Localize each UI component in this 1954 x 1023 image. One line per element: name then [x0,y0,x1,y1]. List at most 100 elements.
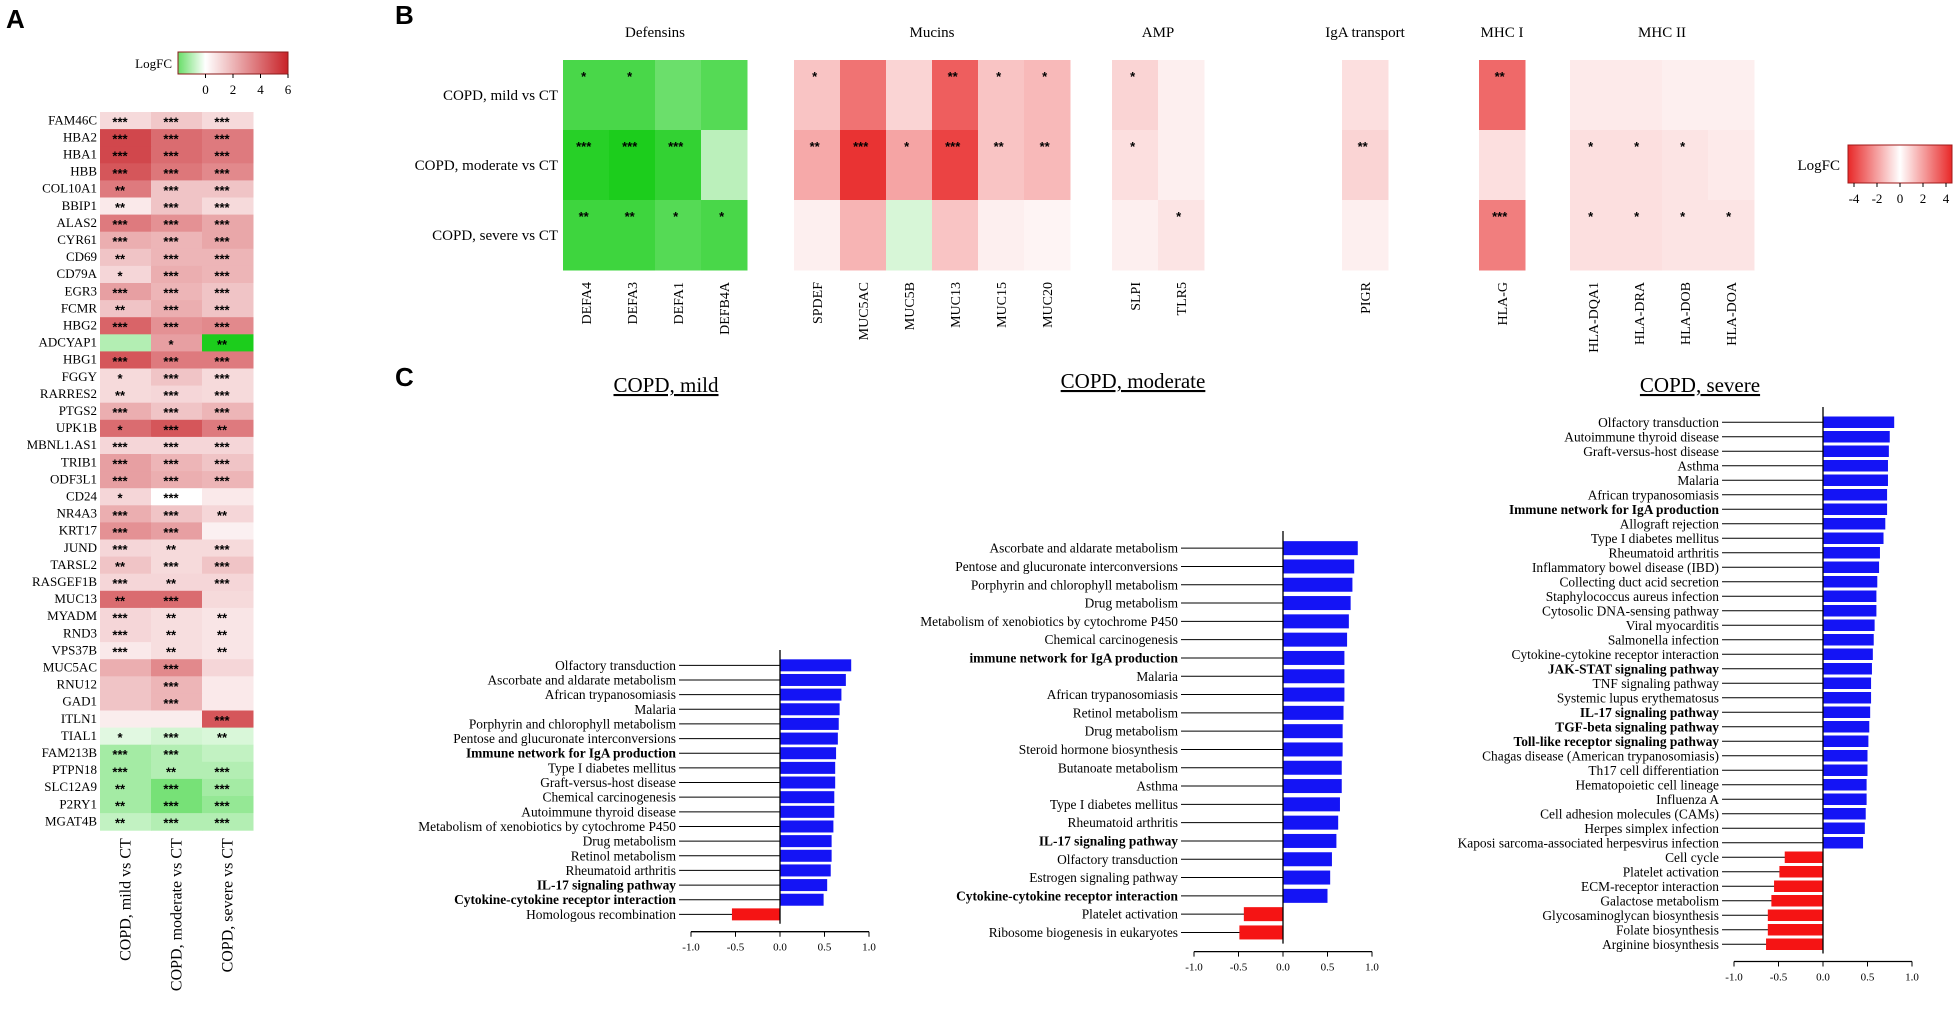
heatmap-a-row-label: RNU12 [57,677,97,692]
bar-category-label: Olfactory transduction [555,658,676,673]
heatmap-a-cell [202,334,254,352]
heatmap-a-row-label: FGGY [62,369,98,384]
bar-mark [1283,687,1345,702]
bar-mark [1283,724,1343,739]
bar-mark [1283,541,1358,556]
heatmap-a-sig: ** [115,799,126,814]
heatmap-a-cell [100,283,152,301]
heatmap-a-row-label: HBA1 [63,147,97,162]
heatmap-b-sig: * [1634,209,1640,224]
heatmap-b-column-label: SPDEF [811,282,826,324]
heatmap-b-sig: ** [810,139,821,154]
heatmap-b-cell [1112,130,1159,201]
heatmap-a-row-label: MUC13 [54,591,97,606]
bar-category-label: Chemical carcinogenesis [1045,632,1178,647]
heatmap-a-cell [151,693,203,711]
heatmap-a-cell [151,334,203,352]
bar-category-label: Kaposi sarcoma-associated herpesvirus in… [1458,835,1720,850]
heatmap-a-cell [202,744,254,763]
heatmap-b-cell [1158,130,1205,201]
legend-a-title: LogFC [135,56,172,71]
bar-mark [1823,837,1864,849]
heatmap-a-sig: ** [217,628,228,643]
legend-a-tick-label: 0 [202,82,209,97]
heatmap-a-row-label: TRIB1 [61,454,97,469]
heatmap-a-cell [202,813,254,831]
heatmap-a-sig: *** [112,576,128,591]
heatmap-a-row-label: SLC12A9 [44,779,97,794]
heatmap-a-cell [151,488,203,506]
bar-mark [1283,760,1342,775]
heatmap-b-cell [886,130,933,201]
heatmap-a-cell [151,317,203,335]
heatmap-a-cell [202,197,254,216]
heatmap-a-sig: *** [163,200,179,215]
heatmap-a-sig: ** [217,337,228,352]
heatmap-a-sig: *** [214,439,230,454]
heatmap-b-cell [701,200,748,271]
heatmap-a-sig: * [117,371,123,386]
bar-mark [1283,577,1353,592]
heatmap-a-sig: ** [115,781,126,796]
bar-mark [1823,779,1867,791]
bar-category-label: Rheumatoid arthritis [566,863,676,878]
bar-category-label: Metabolism of xenobiotics by cytochrome … [418,819,676,834]
bar-category-label: IL-17 signaling pathway [537,878,676,893]
heatmap-a-sig: *** [163,439,179,454]
bar-category-label: Immune network for IgA production [466,746,677,761]
heatmap-a-cell [202,778,254,797]
bar-mark [780,732,838,745]
heatmap-a-cell [151,163,203,181]
bar-category-label: Autoimmune thyroid disease [521,804,676,819]
heatmap-a-sig: *** [163,422,179,437]
heatmap-a-sig: *** [112,354,128,369]
bar-category-label: Asthma [1677,458,1719,473]
heatmap-a-sig: *** [163,457,179,472]
heatmap-a-cell [151,778,203,797]
heatmap-a-cell [100,573,152,592]
bar-x-tick-label: 0.0 [1816,972,1830,984]
heatmap-a-row-label: KRT17 [59,523,98,538]
bar-category-label: JAK-STAT signaling pathway [1548,661,1719,676]
heatmap-a-sig: ** [217,508,228,523]
heatmap-a-sig: *** [214,713,230,728]
heatmap-b-cell [1024,60,1071,131]
heatmap-b-column-label: MUC5B [903,282,918,330]
heatmap-a-sig: *** [112,115,128,130]
bar-mark [1823,706,1871,718]
heatmap-a-sig: *** [112,217,128,232]
heatmap-a-sig: *** [163,251,179,266]
heatmap-b-sig: * [1680,209,1686,224]
bar-x-tick-label: 1.0 [862,942,876,954]
heatmap-b-sig: * [904,139,910,154]
bar-category-label: TGF-beta signaling pathway [1555,719,1719,734]
bar-mark [1823,474,1888,486]
heatmap-a-row-label: JUND [64,540,97,555]
bar-x-tick-label: -0.5 [1230,962,1248,974]
heatmap-a-cell [100,436,152,455]
heatmap-b-cell [1616,130,1663,201]
heatmap-a-cell [202,522,254,540]
heatmap-b-sig: * [1130,139,1136,154]
panel-letter-b: B [395,0,414,30]
heatmap-a-cell [202,556,254,575]
heatmap-b-sig: * [1588,139,1594,154]
bar-mark [1283,614,1349,629]
bar-mark [1823,416,1895,428]
heatmap-a-cell [100,727,152,746]
bar-mark [780,805,835,818]
bar-category-label: African trypanosomiasis [545,687,676,702]
heatmap-b-cell [563,130,610,201]
heatmap-a-cell [100,180,152,198]
bar-mark [1283,852,1332,867]
heatmap-a-cell [202,283,254,301]
bar-chart-title: COPD, moderate [1061,369,1206,393]
heatmap-a-cell [100,402,152,421]
heatmap-b-sig: *** [853,139,869,154]
heatmap-a-sig: *** [163,559,179,574]
heatmap-a-sig: *** [163,388,179,403]
heatmap-b-sig: * [1726,209,1732,224]
heatmap-a-row-label: MBNL1.AS1 [27,437,97,452]
heatmap-b-cell [609,60,656,131]
